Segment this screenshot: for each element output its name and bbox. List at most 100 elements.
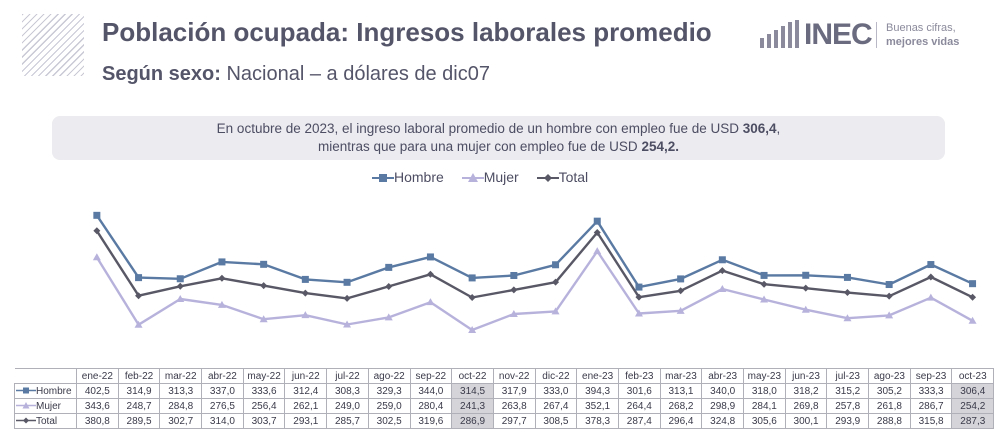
point-mujer-nov-22 bbox=[509, 309, 518, 317]
column-header-may-23: may-23 bbox=[743, 368, 786, 384]
cell-hombre-may-22: 333,6 bbox=[242, 383, 286, 399]
point-mujer-oct-23 bbox=[968, 316, 977, 324]
cell-total-oct-22: 286,9 bbox=[451, 413, 494, 429]
cell-mujer-may-22: 256,4 bbox=[242, 398, 286, 414]
row-label-text: Mujer bbox=[36, 400, 62, 412]
cell-mujer-sep-23: 286,7 bbox=[909, 398, 953, 414]
column-header-ago-23: ago-23 bbox=[868, 368, 911, 384]
cell-mujer-ago-23: 261,8 bbox=[868, 398, 911, 414]
column-header-abr-22: abr-22 bbox=[201, 368, 244, 384]
point-mujer-oct-22 bbox=[468, 325, 477, 333]
point-total-sep-22 bbox=[426, 270, 434, 278]
point-total-ago-22 bbox=[385, 282, 393, 290]
row-label-text: Hombre bbox=[36, 385, 72, 397]
cell-hombre-jun-22: 312,4 bbox=[284, 383, 328, 399]
subtitle-bold: Según sexo: bbox=[102, 63, 221, 85]
cell-total-dic-22: 308,5 bbox=[534, 413, 578, 429]
point-total-ene-22 bbox=[93, 227, 101, 235]
point-mujer-ago-23 bbox=[885, 311, 894, 319]
point-total-mar-22 bbox=[176, 282, 184, 290]
series-line-mujer bbox=[95, 250, 974, 332]
logo-separator bbox=[876, 22, 877, 48]
legend-hombre-marker-icon bbox=[372, 174, 394, 183]
column-header-feb-22: feb-22 bbox=[117, 368, 161, 384]
legend-total-marker-icon bbox=[536, 174, 559, 183]
row-label-mujer: Mujer bbox=[14, 398, 77, 414]
point-total-ene-23 bbox=[593, 229, 601, 237]
legend-hombre-label: Hombre bbox=[394, 169, 444, 185]
table-corner bbox=[14, 368, 77, 384]
cell-mujer-oct-23: 254,2 bbox=[951, 398, 995, 414]
point-mujer-ago-22 bbox=[384, 313, 393, 321]
point-hombre-ago-22 bbox=[385, 263, 393, 271]
point-hombre-jun-23 bbox=[802, 271, 810, 279]
point-total-oct-23 bbox=[969, 293, 977, 301]
point-hombre-mar-22 bbox=[176, 275, 184, 283]
cell-total-mar-22: 302,7 bbox=[159, 413, 203, 429]
point-hombre-feb-22 bbox=[135, 274, 143, 282]
cell-total-ago-23: 288,8 bbox=[868, 413, 911, 429]
row-marker-icon bbox=[16, 417, 36, 424]
point-hombre-oct-22 bbox=[468, 274, 476, 282]
page-title: Población ocupada: Ingresos laborales pr… bbox=[102, 17, 712, 47]
point-mujer-jul-22 bbox=[343, 320, 352, 328]
cell-mujer-abr-22: 276,5 bbox=[201, 398, 244, 414]
line-chart bbox=[92, 211, 977, 333]
point-hombre-jul-22 bbox=[343, 278, 351, 286]
inec-logo: INEC Buenas cifras, mejores vidas bbox=[758, 18, 978, 54]
cell-mujer-jun-23: 269,8 bbox=[784, 398, 828, 414]
cell-hombre-sep-22: 344,0 bbox=[409, 383, 453, 399]
cell-hombre-jul-22: 308,3 bbox=[326, 383, 369, 399]
cell-mujer-jul-22: 249,0 bbox=[326, 398, 369, 414]
cell-hombre-abr-22: 337,0 bbox=[201, 383, 244, 399]
cell-hombre-jun-23: 318,2 bbox=[784, 383, 828, 399]
point-total-ago-23 bbox=[885, 292, 893, 300]
point-mujer-feb-23 bbox=[634, 309, 643, 317]
cell-hombre-nov-22: 317,9 bbox=[492, 383, 536, 399]
point-mujer-ene-23 bbox=[593, 247, 602, 255]
point-mujer-ene-22 bbox=[92, 253, 101, 261]
column-header-mar-22: mar-22 bbox=[159, 368, 203, 384]
note-hombre-value: 306,4 bbox=[742, 121, 777, 136]
point-total-feb-23 bbox=[635, 293, 643, 301]
point-total-may-22 bbox=[260, 282, 268, 290]
summary-note: En octubre de 2023, el ingreso laboral p… bbox=[52, 116, 945, 160]
point-total-may-23 bbox=[760, 280, 768, 288]
cell-total-jul-22: 285,7 bbox=[326, 413, 369, 429]
table-row-hombre: Hombre 402,5 314,9 313,3 337,0 333,6 312,4 308,… bbox=[14, 383, 995, 399]
column-header-sep-22: sep-22 bbox=[409, 368, 453, 384]
page-subtitle: Según sexo: Nacional – a dólares de dic0… bbox=[102, 63, 490, 86]
legend-item-total: Total bbox=[536, 169, 588, 185]
cell-mujer-mar-23: 268,2 bbox=[659, 398, 703, 414]
point-hombre-ago-23 bbox=[885, 281, 893, 289]
point-hombre-feb-23 bbox=[635, 283, 643, 291]
point-mujer-dic-22 bbox=[551, 307, 560, 315]
cell-mujer-abr-23: 298,9 bbox=[701, 398, 744, 414]
point-mujer-may-22 bbox=[259, 315, 268, 323]
point-mujer-abr-22 bbox=[217, 300, 226, 308]
cell-total-abr-22: 314,0 bbox=[201, 413, 244, 429]
cell-hombre-jul-23: 315,2 bbox=[826, 383, 870, 399]
point-hombre-abr-22 bbox=[218, 258, 226, 266]
cell-mujer-nov-22: 263,8 bbox=[492, 398, 536, 414]
cell-total-jun-22: 293,1 bbox=[284, 413, 328, 429]
cell-mujer-ago-22: 259,0 bbox=[367, 398, 411, 414]
column-header-jul-23: jul-23 bbox=[826, 368, 870, 384]
cell-total-sep-22: 319,6 bbox=[409, 413, 453, 429]
point-hombre-ene-22 bbox=[93, 211, 101, 219]
decorative-hatch bbox=[22, 14, 84, 76]
cell-total-mar-23: 296,4 bbox=[659, 413, 703, 429]
point-hombre-oct-23 bbox=[969, 280, 977, 288]
point-mujer-abr-23 bbox=[718, 285, 727, 293]
table-header-row: ene-22 feb-22 mar-22 abr-22 may-22 jun-22 jul-… bbox=[14, 368, 995, 384]
point-hombre-sep-23 bbox=[927, 261, 935, 269]
row-label-text: Total bbox=[36, 415, 58, 427]
data-table: ene-22 feb-22 mar-22 abr-22 may-22 jun-22 jul-… bbox=[14, 368, 995, 429]
cell-mujer-dic-22: 267,4 bbox=[534, 398, 578, 414]
column-header-jun-22: jun-22 bbox=[284, 368, 328, 384]
cell-total-ago-22: 302,5 bbox=[367, 413, 411, 429]
series-line-total bbox=[95, 230, 974, 300]
table-row-total: Total 380,8 289,5 302,7 314,0 303,7 293,1 285,7… bbox=[14, 413, 995, 429]
row-marker-icon bbox=[16, 402, 36, 409]
column-header-ene-22: ene-22 bbox=[76, 368, 119, 384]
